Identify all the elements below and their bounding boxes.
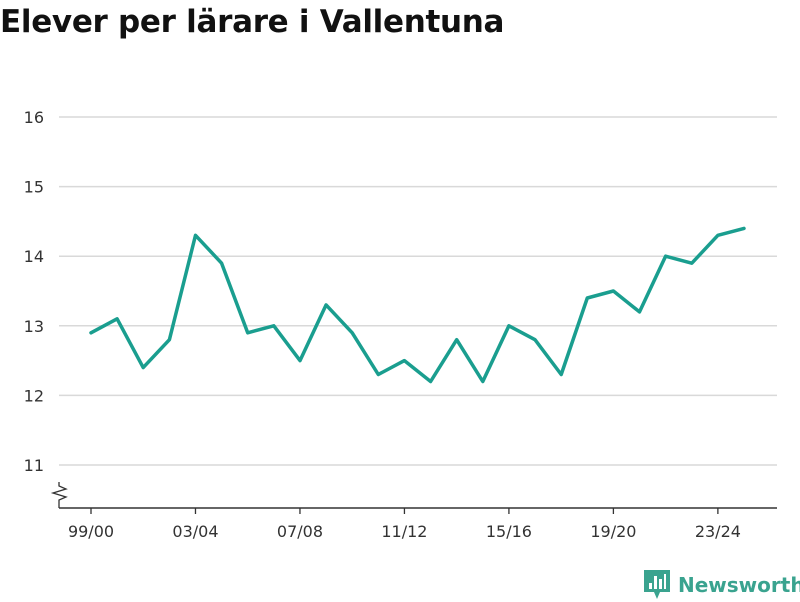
chart-title: Elever per lärare i Vallentuna <box>0 4 505 40</box>
y-tick-label: 16 <box>24 108 44 127</box>
y-tick-label: 12 <box>24 386 44 405</box>
y-tick-label: 13 <box>24 317 44 336</box>
y-tick-label: 15 <box>24 178 44 197</box>
brand-name: Newsworthy <box>678 573 800 597</box>
axis-break-icon <box>50 482 68 508</box>
x-tick-label: 07/08 <box>277 522 323 541</box>
newsworthy-logo: Newsworthy <box>644 568 800 602</box>
y-tick-label: 11 <box>24 456 44 475</box>
gridlines: 11 12 13 14 15 16 <box>24 108 777 475</box>
x-tick-label: 15/16 <box>486 522 532 541</box>
x-tick-label: 23/24 <box>695 522 741 541</box>
y-tick-label: 14 <box>24 247 44 266</box>
bar-chart-logo-icon <box>644 570 670 599</box>
x-tick-label: 03/04 <box>172 522 218 541</box>
x-axis: 99/00 03/04 07/08 11/12 15/16 19/20 23/24 <box>50 482 777 541</box>
x-tick-label: 99/00 <box>68 522 114 541</box>
x-tick-label: 19/20 <box>590 522 636 541</box>
x-tick-label: 11/12 <box>381 522 427 541</box>
series-line <box>89 226 746 384</box>
series-layer <box>89 226 746 384</box>
